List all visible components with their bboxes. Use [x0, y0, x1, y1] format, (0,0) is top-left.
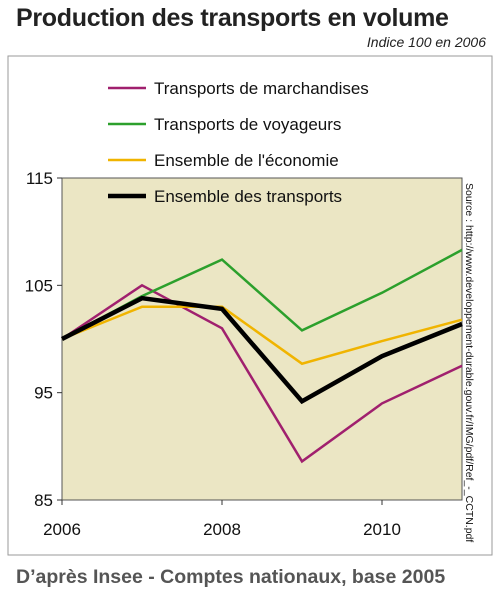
y-tick-label: 105 [25, 276, 53, 295]
legend-label-1: Transports de marchandises [154, 79, 369, 98]
y-axis-ticks: 85 95 105 115 [25, 169, 62, 510]
legend-label-4: Ensemble des transports [154, 187, 342, 206]
x-tick-label: 2006 [43, 520, 81, 539]
legend-label-2: Transports de voyageurs [154, 115, 341, 134]
legend-label-3: Ensemble de l'économie [154, 151, 339, 170]
footer-note: D’après Insee - Comptes nationaux, base … [16, 566, 446, 588]
plot-area [61, 177, 463, 501]
y-tick-label: 115 [26, 169, 53, 188]
source-note: Source : http://www.developpement-durabl… [463, 183, 475, 542]
series-line-4 [60, 295, 463, 405]
chart-subtitle: Indice 100 en 2006 [366, 34, 486, 50]
x-tick-label: 2010 [363, 520, 401, 539]
series-line-3 [61, 305, 463, 366]
y-tick-label: 95 [34, 384, 53, 403]
series-lines [60, 248, 463, 464]
x-tick-label: 2008 [203, 520, 241, 539]
legend: Transports de marchandises Transports de … [108, 79, 369, 206]
y-tick-label: 85 [34, 491, 53, 510]
series-line-1 [61, 283, 463, 464]
chart-title: Production des transports en volume [16, 4, 449, 32]
x-axis-ticks: 2006 2008 2010 [43, 500, 401, 539]
